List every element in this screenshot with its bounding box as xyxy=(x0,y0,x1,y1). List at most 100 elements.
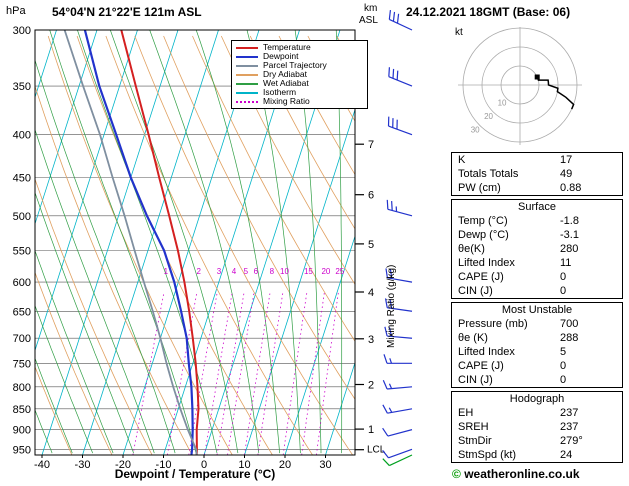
index-label: Dewp (°C) xyxy=(458,229,509,241)
svg-text:20: 20 xyxy=(484,112,493,121)
index-value: 0 xyxy=(560,360,567,372)
index-value: 11 xyxy=(560,257,572,269)
wind-barb xyxy=(382,427,413,437)
footer-credit-text: weatheronline.co.uk xyxy=(464,467,580,481)
svg-text:30: 30 xyxy=(319,459,331,471)
legend-label: Mixing Ratio xyxy=(263,96,310,106)
svg-text:850: 850 xyxy=(13,404,31,416)
svg-text:3: 3 xyxy=(368,334,374,346)
index-row: θe(K) 280 xyxy=(452,242,622,256)
asl-axis-unit: ASL xyxy=(359,15,378,26)
legend-label: Wet Adiabat xyxy=(263,78,309,88)
legend-swatch xyxy=(236,91,258,94)
index-table-section: Hodograph EH 237 SREH 237 StmDir 279° StmSpd (k… xyxy=(451,391,623,463)
index-row: StmSpd (kt) 24 xyxy=(452,448,622,462)
wind-barb xyxy=(388,67,413,87)
svg-text:350: 350 xyxy=(13,81,31,93)
wind-barb xyxy=(386,199,413,217)
index-section-header: Most Unstable xyxy=(501,304,573,316)
hodograph-kt-label: kt xyxy=(455,27,463,38)
dewpoint-line xyxy=(83,30,194,455)
index-value: 700 xyxy=(560,318,579,330)
index-value: 49 xyxy=(560,168,573,180)
index-value: 24 xyxy=(560,449,573,461)
index-value: 280 xyxy=(560,243,579,255)
svg-text:10: 10 xyxy=(238,459,250,471)
index-label: CIN (J) xyxy=(458,374,493,386)
index-row: θe (K) 288 xyxy=(452,331,622,345)
index-value: 0.88 xyxy=(560,182,582,194)
legend-item-temperature: Temperature xyxy=(236,43,363,52)
wind-barb xyxy=(384,326,413,339)
svg-text:-30: -30 xyxy=(75,459,91,471)
index-value: 279° xyxy=(560,435,583,447)
index-row: StmDir 279° xyxy=(452,434,622,448)
svg-text:10: 10 xyxy=(280,267,289,276)
isotherm-lines xyxy=(35,30,355,455)
mixing-ratio-labels: 1 2 3 4 5 6 8 10 15 20 25 xyxy=(164,267,345,276)
svg-text:3: 3 xyxy=(217,267,222,276)
svg-text:25: 25 xyxy=(335,267,344,276)
index-label: Lifted Index xyxy=(458,346,515,358)
svg-text:8: 8 xyxy=(270,267,275,276)
legend-swatch xyxy=(236,100,258,103)
index-row: CIN (J) 0 xyxy=(452,373,622,387)
sounding-profiles xyxy=(63,30,200,455)
index-table-section: Surface Temp (°C) -1.8 Dewp (°C) -3.1 θe(K) 28… xyxy=(451,199,623,299)
index-value: -3.1 xyxy=(560,229,579,241)
index-row: PW (cm) 0.88 xyxy=(452,181,622,195)
svg-text:400: 400 xyxy=(13,130,31,142)
pressure-tick-labels: 300 350 400 450 500 550 600 650 700 750 800 850 900 9… xyxy=(13,25,31,456)
index-row: Lifted Index 11 xyxy=(452,256,622,270)
svg-text:2: 2 xyxy=(196,267,201,276)
pressure-axis-unit: hPa xyxy=(6,5,26,17)
index-table-section: Most Unstable Pressure (mb) 700 θe (K) 288 Li… xyxy=(451,302,623,388)
index-label: StmDir xyxy=(458,435,492,447)
svg-text:-10: -10 xyxy=(156,459,172,471)
lcl-label: LCL xyxy=(367,445,386,456)
svg-text:5: 5 xyxy=(368,239,374,251)
svg-text:2: 2 xyxy=(368,380,374,392)
mixing-ratio-lines xyxy=(132,292,339,455)
index-label: K xyxy=(458,154,466,166)
wind-barb xyxy=(388,9,413,31)
km-axis: 1 2 3 4 5 6 7 LCL xyxy=(355,139,386,456)
svg-text:750: 750 xyxy=(13,358,31,370)
plot-frame xyxy=(34,29,356,456)
index-section-header: Hodograph xyxy=(509,393,565,405)
svg-text:550: 550 xyxy=(13,246,31,258)
index-value: -1.8 xyxy=(560,215,579,227)
index-label: SREH xyxy=(458,421,489,433)
svg-text:5: 5 xyxy=(244,267,249,276)
svg-text:450: 450 xyxy=(13,173,31,185)
index-row: Temp (°C) -1.8 xyxy=(452,214,622,228)
footer-credit: © weatheronline.co.uk xyxy=(452,467,580,481)
wet-adiabat-lines xyxy=(35,30,343,454)
index-label: θe(K) xyxy=(458,243,485,255)
svg-text:800: 800 xyxy=(13,382,31,394)
svg-text:20: 20 xyxy=(321,267,330,276)
svg-text:-40: -40 xyxy=(34,459,50,471)
wind-barb xyxy=(383,354,412,364)
index-row: CIN (J) 0 xyxy=(452,284,622,298)
index-value: 237 xyxy=(560,407,579,419)
datetime-title: 24.12.2021 18GMT (Base: 06) xyxy=(406,5,571,19)
x-axis-label: Dewpoint / Temperature (°C) xyxy=(114,467,276,481)
wind-barb xyxy=(382,380,413,390)
temperature-line xyxy=(120,30,200,455)
wind-barb xyxy=(382,454,413,467)
index-row: Lifted Index 5 xyxy=(452,345,622,359)
index-row: CAPE (J) 0 xyxy=(452,270,622,284)
hodograph-trace xyxy=(536,76,575,110)
mixing-ratio-axis-label: Mixing Ratio (g/kg) xyxy=(386,264,397,348)
svg-text:4: 4 xyxy=(232,267,237,276)
wind-barb xyxy=(382,404,413,414)
index-table-section: K 17 Totals Totals 49 PW (cm) 0.88 xyxy=(451,152,623,196)
km-axis-unit: km xyxy=(364,3,378,14)
legend-item-dry-adiabat: Dry Adiabat xyxy=(236,70,363,79)
svg-text:600: 600 xyxy=(13,277,31,289)
svg-text:0: 0 xyxy=(201,459,207,471)
wind-barb xyxy=(382,448,413,459)
index-label: CAPE (J) xyxy=(458,271,504,283)
